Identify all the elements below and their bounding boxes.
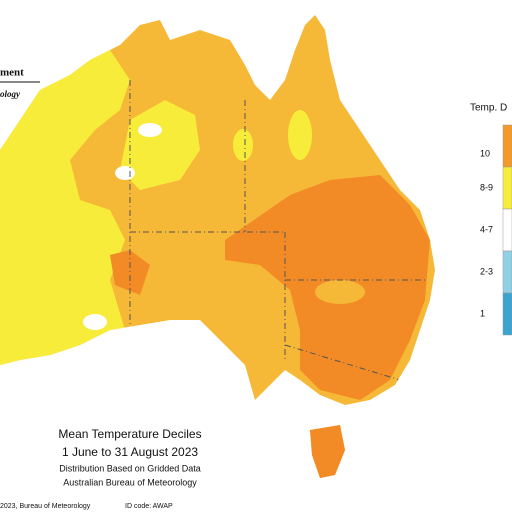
caption-line: Distribution Based on Gridded Data <box>59 463 201 473</box>
caption-period: 1 June to 31 August 2023 <box>62 445 198 459</box>
legend-swatch <box>502 292 512 336</box>
legend-label: 8-9 <box>480 182 493 192</box>
legend-label: 4-7 <box>480 224 493 234</box>
caption-line: Australian Bureau of Meteorology <box>63 477 197 487</box>
legend-title: Temp. D <box>470 103 507 114</box>
legend-label: 1 <box>480 308 485 318</box>
legend-label: 2-3 <box>480 266 493 276</box>
legend-swatch <box>502 250 512 294</box>
legend-swatch <box>502 166 512 210</box>
caption-title: Mean Temperature Deciles <box>58 427 201 441</box>
footer-id: ID code: AWAP <box>125 503 173 510</box>
legend-swatch <box>502 124 512 168</box>
logo-text: ment <box>0 67 24 79</box>
footer-copyright: 2023, Bureau of Meteorology <box>0 503 91 510</box>
logo-text: ology <box>0 89 21 99</box>
legend: 10 8-9 4-7 2-3 1 <box>480 124 512 336</box>
legend-label: 10 <box>480 148 490 158</box>
legend-swatch <box>502 208 512 252</box>
